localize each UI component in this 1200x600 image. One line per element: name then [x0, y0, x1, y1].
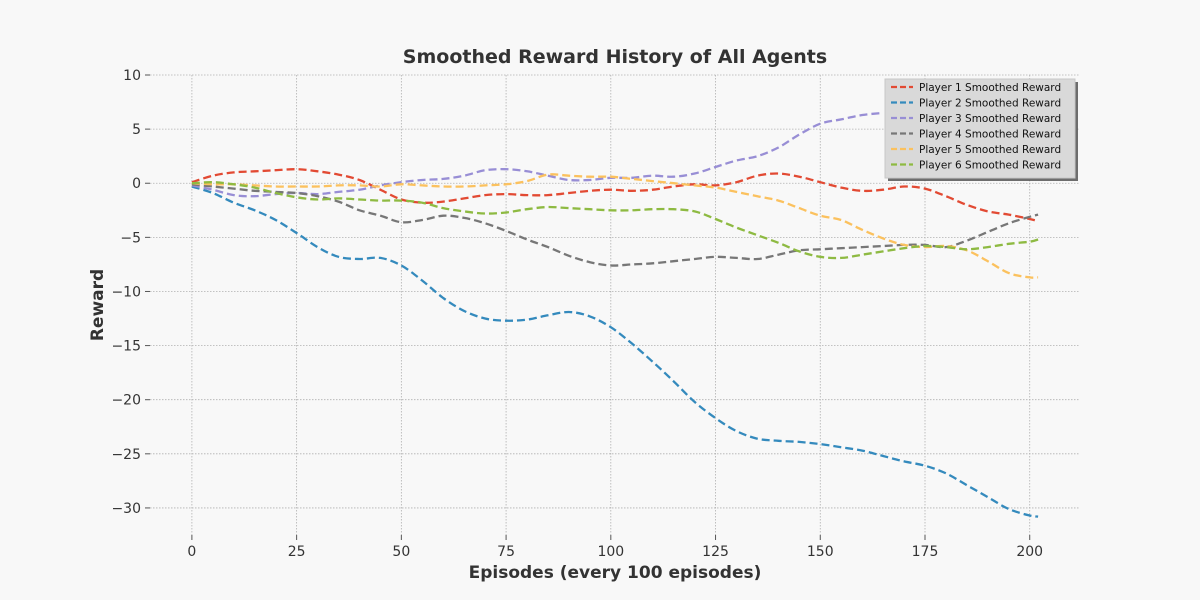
- series-line-player-5: [191, 173, 1039, 279]
- y-tick-label: 10: [123, 68, 141, 84]
- legend-label: Player 4 Smoothed Reward: [919, 129, 1061, 141]
- y-tick-label: 5: [132, 122, 141, 138]
- legend-label: Player 5 Smoothed Reward: [919, 144, 1061, 156]
- x-tick-label: 150: [807, 544, 834, 560]
- legend-label: Player 3 Smoothed Reward: [919, 113, 1061, 125]
- x-axis: 0 25 50 75 100 125 150 175 200: [187, 535, 1043, 560]
- x-tick-label: 50: [392, 544, 410, 560]
- legend-label: Player 1 Smoothed Reward: [919, 82, 1061, 94]
- series-lines: [191, 111, 1039, 518]
- x-tick-label: 175: [912, 544, 939, 560]
- x-axis-label: Episodes (every 100 episodes): [469, 563, 762, 583]
- x-tick-label: 25: [288, 544, 306, 560]
- y-tick-label: 0: [132, 176, 141, 192]
- series-line-player-1: [191, 168, 1039, 223]
- y-tick-label: −15: [111, 339, 141, 355]
- x-tick-label: 100: [597, 544, 624, 560]
- y-tick-label: −30: [111, 501, 141, 517]
- x-tick-label: 0: [187, 544, 196, 560]
- y-axis: 10 5 0 −5 −10 −15 −20 −25 −30: [111, 68, 150, 517]
- y-tick-label: −25: [111, 447, 141, 463]
- y-tick-label: −10: [111, 284, 141, 300]
- series-line-player-6: [191, 181, 1039, 260]
- x-tick-label: 200: [1016, 544, 1043, 560]
- y-tick-label: −5: [120, 230, 141, 246]
- series-line-player-3: [191, 111, 884, 198]
- legend-box: [884, 78, 1076, 179]
- series-line-player-4: [191, 183, 1039, 267]
- y-axis-label: Reward: [88, 269, 108, 341]
- chart-title: Smoothed Reward History of All Agents: [403, 46, 827, 68]
- legend-label: Player 6 Smoothed Reward: [919, 160, 1061, 172]
- legend-label: Player 2 Smoothed Reward: [919, 98, 1061, 110]
- series-line-player-2: [191, 185, 1039, 518]
- x-tick-label: 75: [497, 544, 515, 560]
- x-tick-label: 125: [702, 544, 729, 560]
- y-tick-label: −20: [111, 393, 141, 409]
- legend: Player 1 Smoothed Reward Player 2 Smoothe…: [884, 78, 1078, 181]
